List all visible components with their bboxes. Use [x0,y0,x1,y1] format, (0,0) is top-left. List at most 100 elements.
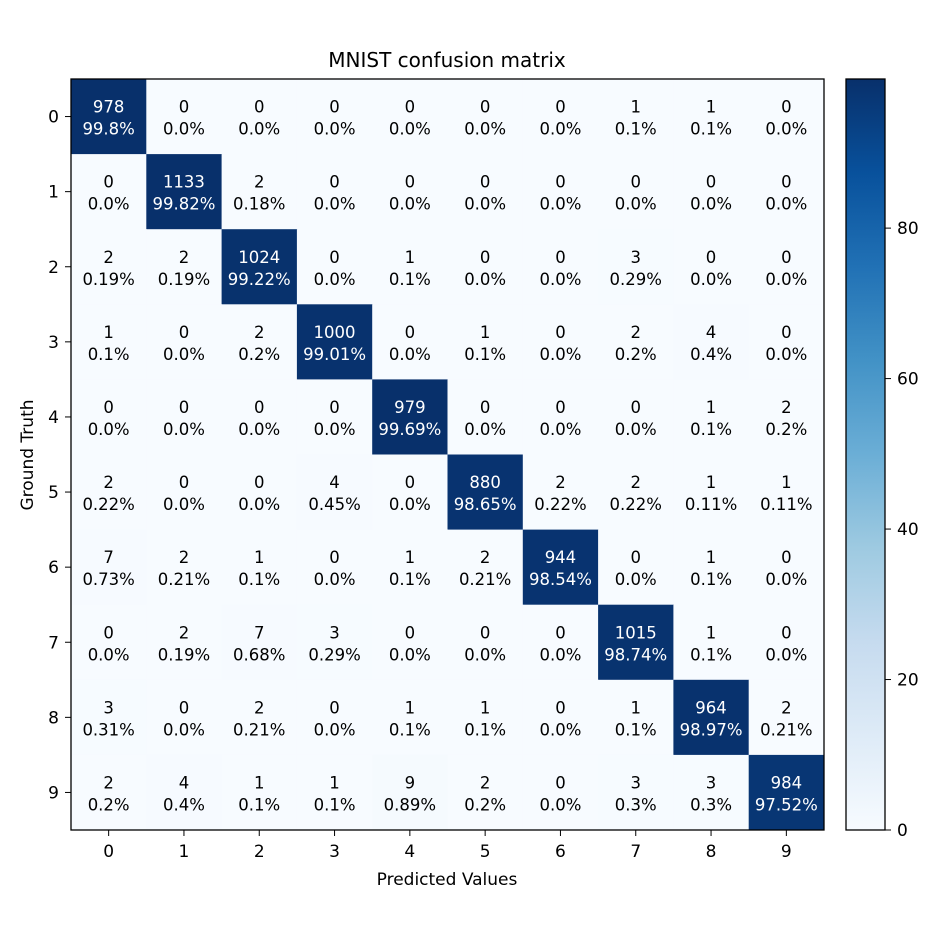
cell-count-label: 0 [555,248,566,267]
cell-count-label: 0 [781,173,792,192]
cell-percent-label: 0.1% [690,420,732,439]
heatmap-cell [372,454,448,531]
cell-percent-label: 0.1% [690,645,732,664]
cell-percent-label: 0.0% [314,195,356,214]
cell-percent-label: 0.22% [610,495,662,514]
cell-percent-label: 0.31% [82,720,134,739]
cell-count-label: 2 [781,698,792,717]
heatmap-cell [748,79,825,155]
heatmap-cell [598,679,674,756]
cell-count-label: 0 [781,623,792,642]
cell-count-label: 984 [771,773,803,792]
cell-count-label: 0 [405,473,416,492]
heatmap-cell [673,379,750,455]
heatmap-cell [598,604,674,681]
x-axis-label: Predicted Values [377,870,518,890]
cell-count-label: 7 [254,623,265,642]
y-tick-label: 5 [48,483,59,503]
cell-count-label: 0 [480,248,491,267]
heatmap-cell [748,529,825,606]
cell-percent-label: 0.45% [308,495,360,514]
cell-count-label: 0 [480,623,491,642]
cell-count-label: 978 [93,98,125,117]
cell-count-label: 1 [254,773,265,792]
cell-count-label: 3 [706,773,717,792]
cell-count-label: 964 [695,698,727,717]
heatmap-cell [372,754,448,831]
cell-percent-label: 99.69% [378,420,441,439]
cell-percent-label: 0.0% [690,270,732,289]
cell-count-label: 2 [631,473,642,492]
cell-count-label: 0 [781,98,792,117]
cell-count-label: 979 [394,398,426,417]
cell-percent-label: 0.0% [539,345,581,364]
cell-percent-label: 0.1% [238,570,280,589]
heatmap-cell [447,304,524,380]
cell-percent-label: 0.11% [685,495,737,514]
cell-percent-label: 0.73% [82,570,134,589]
cell-percent-label: 0.0% [464,195,506,214]
cell-count-label: 1 [706,473,717,492]
heatmap-cell [372,604,448,681]
cell-percent-label: 0.2% [238,345,280,364]
cell-percent-label: 98.54% [529,570,592,589]
heatmap-cell [71,79,147,155]
x-tick-label: 4 [404,842,415,862]
heatmap-cell [673,154,750,230]
cell-percent-label: 0.0% [690,195,732,214]
cell-count-label: 0 [405,623,416,642]
heatmap-cell [447,529,524,606]
cell-count-label: 1 [480,323,491,342]
cell-count-label: 3 [631,773,642,792]
cell-percent-label: 0.21% [158,570,210,589]
cell-percent-label: 0.0% [539,720,581,739]
heatmap-cell [146,79,223,155]
cell-count-label: 2 [781,398,792,417]
cell-count-label: 0 [781,323,792,342]
colorbar-tick-label: 0 [897,821,908,841]
cell-percent-label: 0.1% [389,270,431,289]
cell-percent-label: 0.1% [464,720,506,739]
heatmap-cell [673,529,750,606]
cell-percent-label: 0.0% [539,120,581,139]
cell-count-label: 1024 [238,248,280,267]
heatmap-cell [372,529,448,606]
heatmap-cell [447,229,524,305]
cell-percent-label: 0.21% [233,720,285,739]
cell-percent-label: 0.3% [690,795,732,814]
colorbar: 0 20 40 60 80 [845,78,919,841]
cell-percent-label: 0.29% [610,270,662,289]
cell-percent-label: 99.82% [152,195,215,214]
cell-count-label: 944 [545,548,577,567]
cell-count-label: 4 [329,473,340,492]
heatmap-cell [296,754,373,831]
colorbar-tick-label: 20 [897,671,919,691]
heatmap-cell [372,154,448,230]
heatmap-cell [71,604,147,681]
heatmap-cell [71,229,147,305]
x-tick-label: 7 [630,842,641,862]
heatmap-cell [598,154,674,230]
heatmap-cell [522,154,599,230]
cell-percent-label: 0.89% [384,795,436,814]
cell-percent-label: 0.1% [464,345,506,364]
heatmap-cell [447,754,524,831]
cell-percent-label: 0.0% [765,120,807,139]
heatmap-cell [522,379,599,455]
heatmap-cell [748,454,825,531]
cell-count-label: 0 [405,98,416,117]
cell-percent-label: 0.11% [760,495,812,514]
heatmap-cell [447,379,524,455]
heatmap-cell [447,79,524,155]
x-tick-label: 3 [329,842,340,862]
heatmap-cells: 97899.8%00.0%00.0%00.0%00.0%00.0%00.0%10… [71,79,825,831]
heatmap-cell [221,379,298,455]
heatmap-cell [447,154,524,230]
heatmap-cell [522,229,599,305]
cell-count-label: 0 [555,623,566,642]
cell-percent-label: 0.0% [539,270,581,289]
cell-count-label: 3 [631,248,642,267]
x-tick-label: 5 [480,842,491,862]
cell-count-label: 0 [405,173,416,192]
